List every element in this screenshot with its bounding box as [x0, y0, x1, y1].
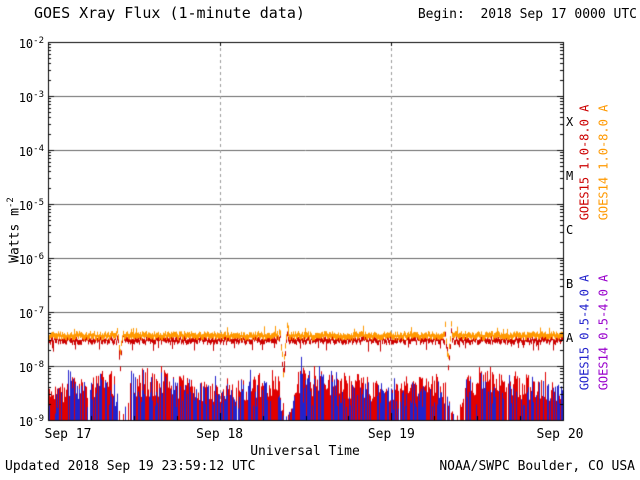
y-tick-label: 10-3 — [18, 90, 44, 105]
y-tick-label: 10-2 — [18, 36, 44, 51]
y-tick-label: 10-7 — [18, 306, 44, 321]
flare-class-label-a: A — [566, 331, 574, 345]
legend-label-3: GOES14 0.5-4.0 A — [596, 274, 611, 391]
x-tick-label: Sep 19 — [367, 427, 415, 442]
flare-class-label-c: C — [566, 223, 574, 237]
flare-class-label-b: B — [566, 277, 574, 291]
y-tick-label: 10-4 — [18, 144, 44, 159]
x-tick-label: Sep 18 — [196, 427, 244, 442]
y-tick-label: 10-8 — [18, 360, 44, 375]
flare-class-label-x: X — [566, 115, 574, 129]
y-tick-label: 10-6 — [18, 252, 44, 267]
begin-timestamp: Begin: 2018 Sep 17 0000 UTC — [417, 7, 637, 22]
x-axis-title: Universal Time — [250, 444, 360, 459]
credit-label: NOAA/SWPC Boulder, CO USA — [439, 459, 635, 474]
y-axis-label: Watts m-2 — [6, 170, 22, 290]
chart-title: GOES Xray Flux (1-minute data) — [34, 4, 305, 22]
y-tick-label: 10-9 — [18, 414, 44, 429]
x-tick-label: Sep 17 — [44, 427, 92, 442]
y-tick-label: 10-5 — [18, 198, 44, 213]
legend-label-1: GOES14 1.0-8.0 A — [596, 104, 611, 221]
x-tick-label: Sep 20 — [536, 427, 584, 442]
legend-label-0: GOES15 1.0-8.0 A — [577, 104, 592, 221]
updated-timestamp: Updated 2018 Sep 19 23:59:12 UTC — [5, 459, 256, 474]
flare-class-label-m: M — [566, 169, 574, 183]
legend-label-2: GOES15 0.5-4.0 A — [577, 274, 592, 391]
